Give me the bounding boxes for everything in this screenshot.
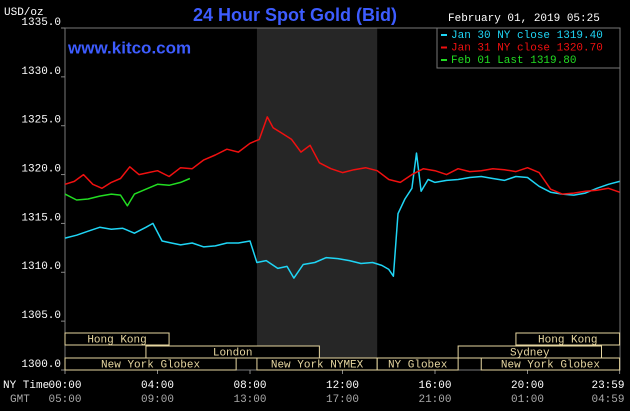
x-tick-label: 00:00: [48, 380, 81, 392]
x-tick-label: 04:00: [141, 380, 174, 392]
session-shade: [256, 28, 378, 370]
session-label: New York Globex: [501, 359, 600, 371]
x-axis-label: NY Time: [3, 380, 49, 392]
y-axis-label: USD/oz: [4, 7, 44, 19]
session-label: New York Globex: [101, 359, 200, 371]
session-label: New York NYMEX: [271, 359, 364, 371]
session-box: [64, 357, 237, 371]
legend-box: [436, 27, 621, 69]
x2-tick-label: 09:00: [141, 394, 174, 406]
chart-subtitle: February 01, 2019 05:25: [448, 13, 600, 25]
x2-tick-label: 21:00: [418, 394, 451, 406]
session-label: London: [213, 347, 253, 359]
x-tick-label: 08:00: [233, 380, 266, 392]
x2-tick-label: 13:00: [233, 394, 266, 406]
legend-label: Jan 30 NY close 1319.40: [451, 30, 603, 42]
session-label: NY Globex: [388, 359, 448, 371]
legend-label: Feb 01 Last 1319.80: [451, 55, 576, 67]
x2-axis-label: GMT: [10, 394, 30, 406]
y-tick-label: 1310.0: [21, 261, 61, 273]
x2-tick-label: 01:00: [511, 394, 544, 406]
x2-tick-label: 05:00: [48, 394, 81, 406]
y-tick-label: 1320.0: [21, 163, 61, 175]
x2-tick-label: 04:59: [591, 394, 624, 406]
price-line: [64, 177, 191, 207]
price-line: [64, 152, 620, 279]
y-tick-label: 1300.0: [21, 359, 61, 371]
price-line: [64, 116, 620, 195]
shade-layer: [256, 28, 378, 370]
y-tick-label: 1330.0: [21, 66, 61, 78]
session-box: [515, 332, 621, 346]
session-box: [480, 357, 621, 371]
x-tick-label: 12:00: [326, 380, 359, 392]
x-tick-label: 20:00: [511, 380, 544, 392]
session-box: [64, 332, 170, 346]
y-tick-label: 1325.0: [21, 115, 61, 127]
y-tick-label: 1305.0: [21, 310, 61, 322]
x-tick-label: 16:00: [418, 380, 451, 392]
chart-title: 24 Hour Spot Gold (Bid): [193, 5, 397, 25]
session-box: [376, 357, 459, 371]
session-label: Hong Kong: [87, 334, 146, 346]
y-tick-label: 1315.0: [21, 212, 61, 224]
session-label: Hong Kong: [538, 334, 597, 346]
x-tick-label: 23:59: [591, 380, 624, 392]
x2-tick-label: 17:00: [326, 394, 359, 406]
legend-label: Jan 31 NY close 1320.70: [451, 42, 603, 54]
y-tick-label: 1335.0: [21, 17, 61, 29]
session-label: Sydney: [510, 347, 550, 359]
source: www.kitco.com: [67, 38, 191, 57]
